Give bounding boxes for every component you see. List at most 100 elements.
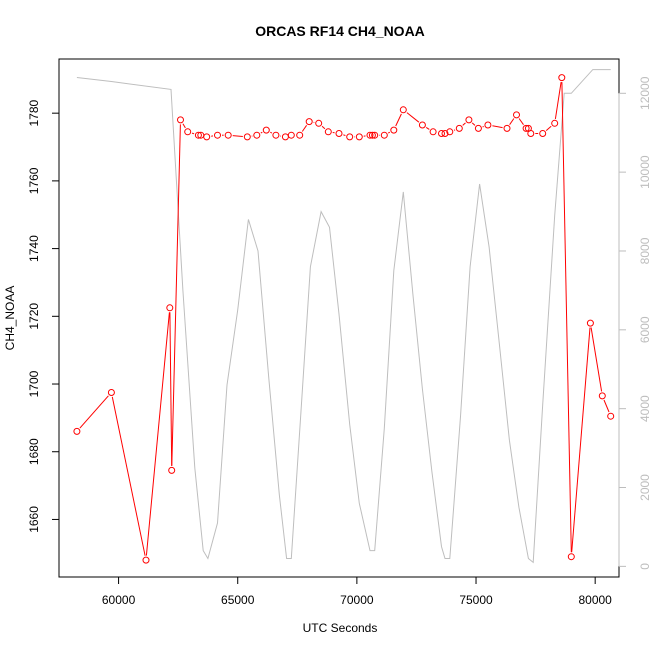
ch4-point xyxy=(368,131,376,139)
chart-title: ORCAS RF14 CH4_NOAA xyxy=(255,23,425,39)
ch4-segment xyxy=(395,113,402,127)
y2-tick-label: 0 xyxy=(638,563,650,570)
ch4-point xyxy=(503,124,511,132)
ch4-point xyxy=(539,130,547,137)
secondary-series xyxy=(76,69,611,564)
ch4-point xyxy=(335,130,343,137)
ch4-point xyxy=(296,131,304,139)
ch4-point xyxy=(390,126,398,134)
ch4-point xyxy=(168,466,176,474)
ch4-point xyxy=(438,130,445,137)
y-tick-label: 1780 xyxy=(27,100,41,127)
ch4-segment xyxy=(518,118,524,125)
ch4-segment xyxy=(145,312,170,556)
ch4-point xyxy=(418,121,426,129)
ch4-point xyxy=(224,131,232,139)
ch4-point xyxy=(366,131,374,139)
y2-tick-label: 10000 xyxy=(638,155,650,189)
ch4-point xyxy=(194,131,202,139)
ch4-point xyxy=(214,131,221,139)
ch4-segment xyxy=(471,122,476,126)
ch4-segment xyxy=(387,131,391,134)
ch4-point xyxy=(203,133,211,141)
y-tick-label: 1660 xyxy=(27,506,41,533)
y2-tick-label: 2000 xyxy=(638,474,650,501)
ch4-point xyxy=(262,126,270,134)
ch4-segment xyxy=(232,135,243,137)
ch4-segment xyxy=(425,126,430,130)
y2-tick-label: 4000 xyxy=(638,395,650,422)
ch4-point xyxy=(177,116,184,124)
ch4-segment xyxy=(79,395,109,429)
y-tick-label: 1700 xyxy=(27,370,41,397)
ch4-point xyxy=(107,389,115,396)
ch4-segment xyxy=(545,125,552,131)
ch4-segment xyxy=(603,399,610,413)
ch4-point xyxy=(346,133,354,141)
ch4-point xyxy=(184,128,192,136)
ch4-point xyxy=(522,124,530,132)
x-tick-label: 75000 xyxy=(459,593,493,607)
ch4-segment xyxy=(406,112,420,123)
ch4-segment xyxy=(111,396,146,556)
ch4-point xyxy=(567,553,575,561)
secondary-series-line xyxy=(76,69,611,564)
ch4-point xyxy=(455,124,463,132)
ch4-segment xyxy=(462,122,466,126)
ch4-segment xyxy=(182,123,186,129)
x-tick-label: 65000 xyxy=(221,593,255,607)
ch4-point xyxy=(253,131,261,139)
ch4-series xyxy=(73,74,615,564)
y-tick-label: 1680 xyxy=(27,438,41,465)
ch4-segment xyxy=(270,131,273,134)
ch4-point xyxy=(586,319,594,327)
ch4-segment xyxy=(509,118,515,125)
ch4-point xyxy=(371,131,379,139)
ch4-point xyxy=(305,118,313,126)
ch4-segment xyxy=(561,82,572,553)
ch4-segment xyxy=(171,124,181,466)
ch4-point xyxy=(73,427,81,435)
ch4-point xyxy=(380,131,388,139)
ch4-segment xyxy=(492,125,503,129)
ch4-point xyxy=(527,130,535,137)
ch4-point xyxy=(142,556,150,564)
ch4-point xyxy=(243,133,251,141)
ch4-segment xyxy=(169,312,173,466)
ch4-segment xyxy=(191,132,195,135)
y-tick-label: 1760 xyxy=(27,167,41,194)
ch4-point xyxy=(272,131,280,139)
ch4-point xyxy=(315,119,323,127)
ch4-point xyxy=(281,133,289,141)
ch4-point xyxy=(355,133,363,141)
ch4-segment xyxy=(590,327,603,392)
y2-tick-label: 6000 xyxy=(638,316,650,343)
ch4-segment xyxy=(260,131,263,134)
y2-tick-label: 8000 xyxy=(638,237,650,264)
ch4-point xyxy=(484,121,492,129)
ch4-segment xyxy=(571,327,591,553)
ch4-point xyxy=(558,74,566,82)
x-tick-label: 70000 xyxy=(340,593,374,607)
ch4-segment xyxy=(554,82,562,119)
y-axis-right: 0 2000 4000 6000 8000 10000 12000 xyxy=(618,76,650,570)
y2-tick-label: 12000 xyxy=(638,76,650,110)
x-tick-label: 60000 xyxy=(102,593,136,607)
y-tick-label: 1740 xyxy=(27,235,41,262)
ch4-point xyxy=(598,392,606,400)
x-axis-label: UTC Seconds xyxy=(303,621,378,635)
ch4-point xyxy=(465,116,473,124)
ch4-point xyxy=(513,111,520,119)
ch4-point xyxy=(551,119,559,127)
ch4-point xyxy=(429,128,437,136)
y-axis-label: CH4_NOAA xyxy=(3,286,17,351)
ch4-point xyxy=(399,106,407,114)
ch4-point xyxy=(287,131,295,139)
ch4-point xyxy=(166,304,174,312)
ch4-segment xyxy=(343,134,346,136)
ch4-point xyxy=(446,128,454,136)
x-axis: 60000 65000 70000 75000 80000 xyxy=(102,576,612,607)
ch4-point xyxy=(607,412,615,420)
x-tick-label: 80000 xyxy=(578,593,612,607)
